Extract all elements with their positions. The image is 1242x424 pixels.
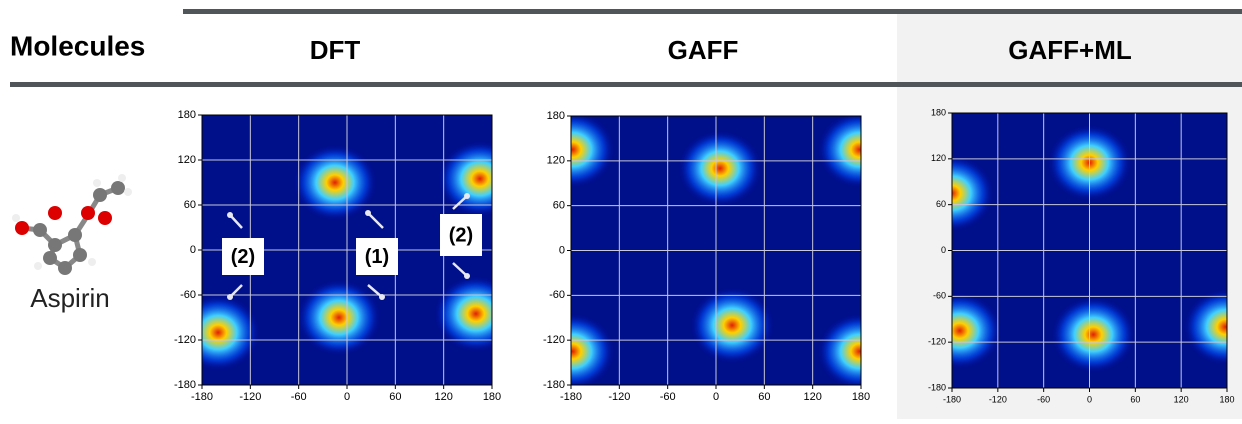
x-tick-label: -120 (239, 391, 261, 403)
x-tick-label: 0 (713, 391, 719, 403)
hotspot (817, 313, 901, 389)
x-tick-label: -60 (1037, 394, 1050, 404)
y-tick-label: -180 (928, 382, 946, 392)
y-tick-label: -60 (180, 289, 196, 301)
y-tick-label: -120 (928, 337, 946, 347)
column-title: DFT (310, 35, 361, 65)
arrow-head (227, 294, 233, 300)
x-tick-label: 120 (803, 391, 821, 403)
annotation: (1) (365, 246, 389, 268)
x-tick-label: 60 (1130, 394, 1140, 404)
y-tick-label: 0 (190, 244, 196, 256)
molecule-name: Aspirin (30, 283, 109, 313)
figure: Molecules DFT GAFF GAFF+ML Aspirin -180-… (0, 0, 1242, 419)
header-rule (10, 82, 1242, 87)
x-tick-label: -180 (191, 391, 213, 403)
x-tick-label: -60 (660, 391, 676, 403)
arrow-head (227, 212, 233, 218)
y-tick-label: -180 (543, 379, 565, 391)
y-tick-label: 120 (547, 155, 565, 167)
x-tick-label: 120 (434, 391, 452, 403)
x-tick-label: 0 (1087, 394, 1092, 404)
x-tick-label: -120 (989, 394, 1007, 404)
x-tick-label: 60 (389, 391, 401, 403)
x-tick-label: 180 (1219, 394, 1234, 404)
annotation: (2) (449, 224, 473, 246)
y-tick-label: -60 (933, 291, 946, 301)
y-tick-label: 180 (931, 107, 946, 117)
top-rule (183, 9, 1242, 14)
y-tick-label: -60 (549, 289, 565, 301)
x-tick-label: 120 (1174, 394, 1189, 404)
x-tick-label: 60 (758, 391, 770, 403)
x-tick-label: -60 (291, 391, 307, 403)
y-tick-label: 180 (178, 109, 196, 121)
column-title: GAFF (668, 35, 739, 65)
x-tick-label: -180 (943, 394, 961, 404)
page: Molecules DFT GAFF GAFF+ML Aspirin -180-… (0, 0, 1242, 424)
y-tick-label: 60 (553, 200, 565, 212)
x-tick-label: -180 (560, 391, 582, 403)
arrow-head (464, 193, 470, 199)
y-tick-label: 120 (178, 154, 196, 166)
annotation: (2) (231, 246, 255, 268)
arrow-head (365, 210, 371, 216)
hotspot (817, 112, 901, 188)
header-molecules: Molecules (10, 30, 145, 61)
hotspot (678, 130, 762, 206)
hotspot (531, 112, 615, 188)
arrow-head (379, 294, 385, 300)
hotspot (293, 145, 377, 221)
arrow-head (464, 273, 470, 279)
molecule-drawing (12, 174, 132, 275)
x-tick-label: -120 (608, 391, 630, 403)
hotspot (690, 287, 774, 363)
y-tick-label: 120 (931, 153, 946, 163)
y-tick-label: 60 (936, 199, 946, 209)
column-title: GAFF+ML (1008, 35, 1132, 65)
x-tick-label: 0 (344, 391, 350, 403)
y-tick-label: -120 (543, 334, 565, 346)
y-tick-label: -120 (174, 334, 196, 346)
y-tick-label: 0 (941, 245, 946, 255)
x-tick-label: 180 (852, 391, 870, 403)
hotspot (297, 280, 381, 356)
y-tick-label: 180 (547, 110, 565, 122)
x-tick-label: 180 (483, 391, 501, 403)
hotspot (1051, 297, 1135, 373)
hotspot (176, 295, 260, 371)
y-tick-label: 60 (184, 199, 196, 211)
y-tick-label: 0 (559, 244, 565, 256)
y-tick-label: -180 (174, 379, 196, 391)
